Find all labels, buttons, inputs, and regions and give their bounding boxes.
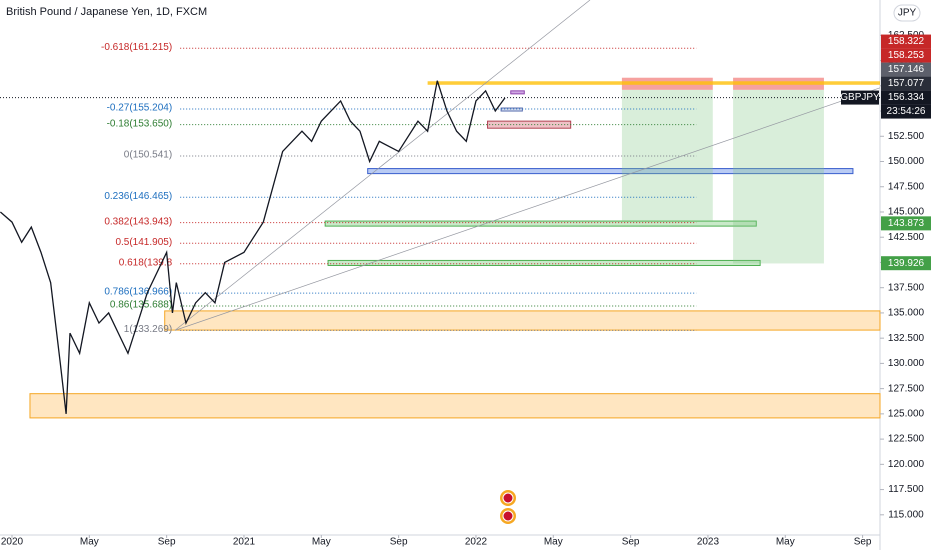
price-label-box <box>881 76 931 91</box>
y-tick-label: 122.500 <box>888 434 925 445</box>
price-label: 139.926 <box>888 258 925 269</box>
price-label-box <box>881 34 931 49</box>
y-tick-label: 117.500 <box>888 484 924 495</box>
x-tick-label: May <box>544 537 563 548</box>
y-tick-label: 125.000 <box>888 409 925 420</box>
x-tick-label: 2021 <box>233 537 256 548</box>
zone <box>29 393 881 419</box>
x-tick-label: May <box>776 537 795 548</box>
x-tick-label: 2020 <box>1 537 24 548</box>
fib-label: -0.18(153.650) <box>107 118 173 129</box>
zone <box>510 90 525 95</box>
fib-label: 0.786(136.966) <box>104 287 172 298</box>
zone <box>367 168 854 175</box>
price-label-box <box>881 62 931 77</box>
price-label-box <box>881 256 931 271</box>
fib-label: 0.236(146.465) <box>104 191 172 202</box>
event-icon-flag <box>502 492 514 504</box>
chart-title: British Pound / Japanese Yen, 1D, FXCM <box>6 6 207 18</box>
fib-label: 0.5(141.905) <box>115 237 172 248</box>
y-tick-label: 147.500 <box>888 181 925 192</box>
y-tick-label: 115.000 <box>888 509 924 520</box>
y-tick-label: 130.000 <box>888 358 925 369</box>
symbol-box <box>841 90 879 105</box>
price-line <box>0 80 506 414</box>
y-tick-label: 120.000 <box>888 459 925 470</box>
fib-label: 0.618(139.8 <box>119 257 173 268</box>
price-label: 156.334 <box>888 92 925 103</box>
y-tick-label: 137.500 <box>888 282 925 293</box>
countdown-box <box>881 104 931 119</box>
price-label-box <box>881 90 931 105</box>
x-tick-label: Sep <box>158 537 176 548</box>
price-label: 143.873 <box>888 218 925 229</box>
fib-label: -0.27(155.204) <box>107 103 173 114</box>
x-tick-label: Sep <box>622 537 640 548</box>
price-label: 157.146 <box>888 64 925 75</box>
y-tick-label: 127.500 <box>888 383 925 394</box>
price-label: 157.077 <box>888 78 925 89</box>
y-tick-label: 150.000 <box>888 156 925 167</box>
x-tick-label: Sep <box>854 537 872 548</box>
currency-badge[interactable] <box>893 4 921 22</box>
fib-label: 1(133.269) <box>124 324 172 335</box>
y-tick-label: 152.500 <box>888 131 925 142</box>
zone <box>500 107 523 112</box>
x-tick-label: Sep <box>390 537 408 548</box>
y-tick-label: 132.500 <box>888 333 925 344</box>
fib-label: 0.382(143.943) <box>104 216 172 227</box>
x-tick-label: 2022 <box>465 537 488 548</box>
zone <box>733 89 824 264</box>
zone <box>327 259 761 266</box>
price-label: 158.253 <box>888 50 925 61</box>
zone <box>324 220 757 227</box>
x-tick-label: 2023 <box>697 537 720 548</box>
y-tick-label: 145.000 <box>888 207 925 218</box>
fib-label: 0.86(135.688) <box>110 300 172 311</box>
price-label-box <box>881 48 931 63</box>
y-tick-label: 142.500 <box>888 232 925 243</box>
zone <box>621 89 713 223</box>
event-icon-flag <box>502 510 514 522</box>
zone <box>164 310 881 331</box>
fib-label: 0(150.541) <box>124 150 172 161</box>
symbol-label: GBPJPY <box>840 92 880 103</box>
y-tick-label: 135.000 <box>888 308 925 319</box>
x-tick-label: May <box>80 537 99 548</box>
event-icons[interactable] <box>500 490 516 524</box>
price-label: 158.322 <box>888 36 925 47</box>
countdown-label: 23:54:26 <box>887 106 926 117</box>
x-tick-label: May <box>312 537 331 548</box>
trendline <box>174 0 591 331</box>
trendline <box>174 87 881 331</box>
fib-label: -0.618(161.215) <box>101 42 172 53</box>
price-label-box <box>881 216 931 231</box>
zone <box>427 81 880 85</box>
currency-label: JPY <box>898 8 917 19</box>
